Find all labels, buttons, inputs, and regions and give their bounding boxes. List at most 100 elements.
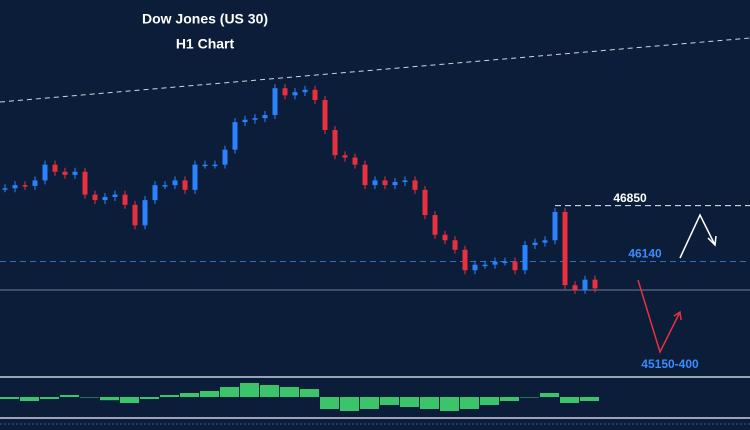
candle: [2, 188, 8, 190]
oscillator-bar: [140, 397, 159, 399]
oscillator-bar: [180, 393, 199, 397]
oscillator-bar: [320, 397, 339, 409]
candle: [442, 234, 448, 241]
candle: [362, 164, 368, 186]
oscillator-bar: [420, 397, 439, 409]
candle: [552, 211, 558, 241]
candle: [352, 157, 358, 165]
candle: [82, 171, 88, 195]
candle: [592, 279, 598, 289]
candle: [302, 89, 308, 93]
candle: [562, 211, 568, 286]
oscillator-bar: [220, 387, 239, 397]
candle: [582, 279, 588, 290]
candle: [432, 215, 438, 235]
up-arrow: [679, 213, 716, 259]
candle: [62, 171, 68, 175]
candle: [92, 194, 98, 201]
candle: [532, 242, 538, 246]
candle: [512, 261, 518, 271]
candle: [462, 249, 468, 271]
candle: [492, 261, 498, 265]
oscillator-bar: [80, 397, 99, 398]
candle: [32, 180, 38, 186]
candle: [202, 164, 208, 167]
candle: [152, 185, 158, 201]
candle: [232, 122, 238, 150]
oscillator-bar: [360, 397, 379, 409]
candle: [382, 180, 388, 186]
oscillator-bar: [500, 397, 519, 401]
down-arrow: [637, 279, 681, 355]
candle: [522, 245, 528, 271]
candle: [182, 180, 188, 190]
candle: [132, 204, 138, 226]
candle: [252, 118, 258, 120]
candle: [412, 180, 418, 190]
oscillator-bar: [40, 397, 59, 399]
candle: [222, 149, 228, 165]
down-arrow-head: [673, 310, 682, 321]
candle: [402, 180, 408, 182]
candle: [162, 185, 168, 187]
candle: [42, 164, 48, 181]
oscillator-bar: [0, 397, 19, 399]
oscillator-bar: [160, 395, 179, 397]
candle: [482, 264, 488, 267]
oscillator-bar: [460, 397, 479, 409]
oscillator-bar: [440, 397, 459, 411]
oscillator-bar: [100, 397, 119, 401]
oscillator-bar: [260, 385, 279, 397]
oscillator-bar: [340, 397, 359, 411]
target-label: 45150-400: [641, 357, 699, 371]
oscillator-bar: [560, 397, 579, 403]
candle: [572, 285, 578, 290]
oscillator-bar: [400, 397, 419, 407]
candle: [372, 180, 378, 186]
candle: [112, 194, 118, 197]
candle: [22, 185, 28, 187]
candle: [192, 164, 198, 190]
candle: [312, 89, 318, 101]
oscillator-bar: [240, 383, 259, 397]
candle: [172, 180, 178, 186]
oscillator-bar: [540, 393, 559, 397]
candle: [142, 200, 148, 226]
oscillator-bar: [20, 397, 39, 401]
oscillator-bar: [300, 389, 319, 397]
candle: [392, 181, 398, 186]
candle: [212, 164, 218, 167]
candle: [272, 88, 278, 116]
candle: [452, 240, 458, 250]
candle: [332, 129, 338, 156]
oscillator-bar: [60, 395, 79, 397]
candle: [242, 119, 248, 123]
oscillator-bar: [280, 387, 299, 397]
oscillator-bar: [580, 397, 599, 401]
candle: [322, 100, 328, 130]
candle: [502, 261, 508, 264]
candle: [292, 92, 298, 96]
candle: [422, 189, 428, 216]
oscillator-bar: [120, 397, 139, 403]
oscillator-bar: [200, 391, 219, 397]
chart-subtitle: H1 Chart: [176, 36, 235, 52]
level-label: 46140: [628, 247, 662, 261]
candle: [472, 264, 478, 271]
candle: [282, 88, 288, 96]
candle: [122, 194, 128, 205]
candle: [262, 115, 268, 119]
candle: [102, 196, 108, 201]
candle: [542, 240, 548, 243]
candle: [52, 164, 58, 172]
candle: [342, 155, 348, 158]
chart-title: Dow Jones (US 30): [142, 11, 268, 27]
level-label: 46850: [613, 191, 647, 205]
oscillator-bar: [380, 397, 399, 405]
candle: [12, 185, 18, 189]
oscillator-bar: [520, 397, 539, 398]
oscillator-bar: [480, 397, 499, 405]
up-arrow-head: [707, 235, 717, 247]
